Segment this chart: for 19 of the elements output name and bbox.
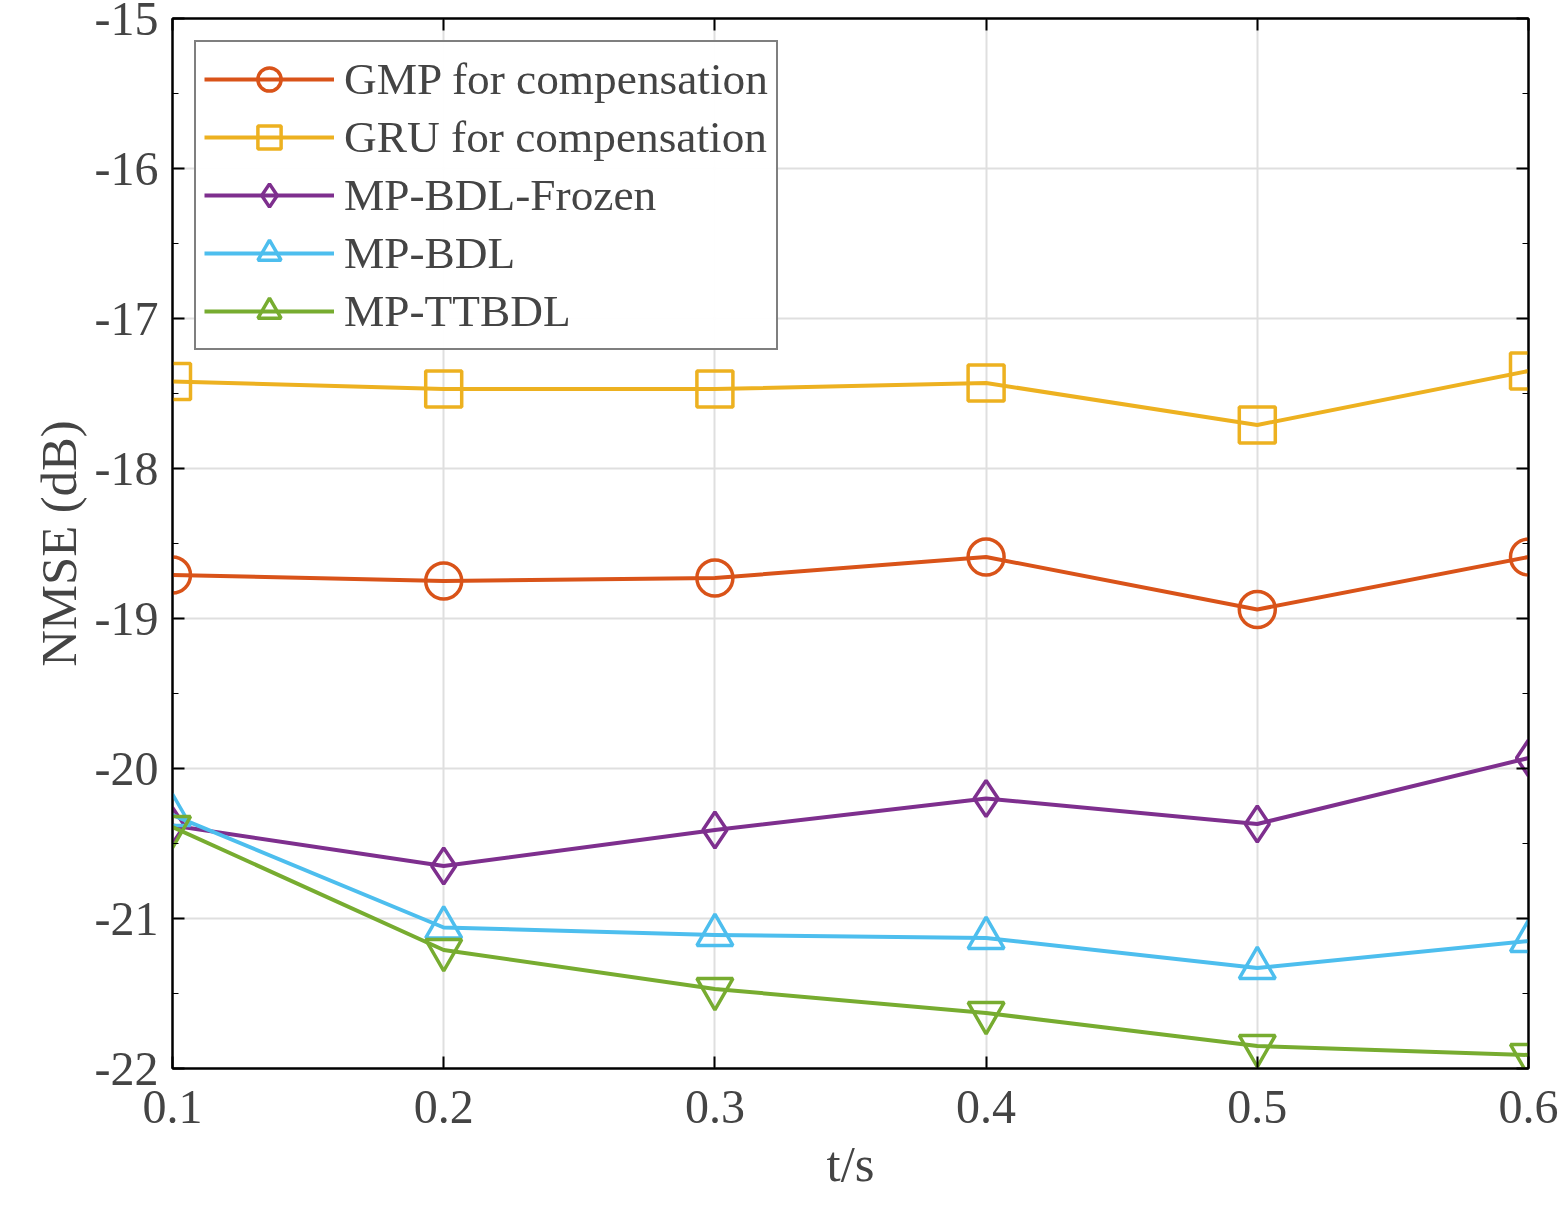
legend-label: GRU for compensation (344, 111, 767, 163)
y-tick-label: -15 (94, 0, 159, 45)
y-tick-label: -19 (94, 591, 159, 645)
y-tick-label: -18 (94, 441, 159, 495)
legend-label: MP-BDL-Frozen (344, 169, 657, 221)
x-tick-label: 0.2 (413, 1079, 474, 1133)
y-tick-label: -21 (94, 891, 159, 945)
x-tick-label: 0.3 (684, 1079, 745, 1133)
legend-label: GMP for compensation (344, 53, 768, 105)
y-tick-label: -16 (94, 141, 159, 195)
legend-label: MP-BDL (344, 227, 516, 279)
x-tick-label: 0.4 (956, 1079, 1017, 1133)
y-tick-label: -20 (94, 741, 159, 795)
legend-label: MP-TTBDL (344, 285, 571, 337)
x-tick-label: 0.5 (1227, 1079, 1288, 1133)
x-tick-label: 0.6 (1498, 1079, 1559, 1133)
y-axis-title: NMSE (dB) (30, 420, 87, 667)
y-tick-label: -17 (94, 291, 159, 345)
x-axis-title: t/s (826, 1135, 875, 1192)
